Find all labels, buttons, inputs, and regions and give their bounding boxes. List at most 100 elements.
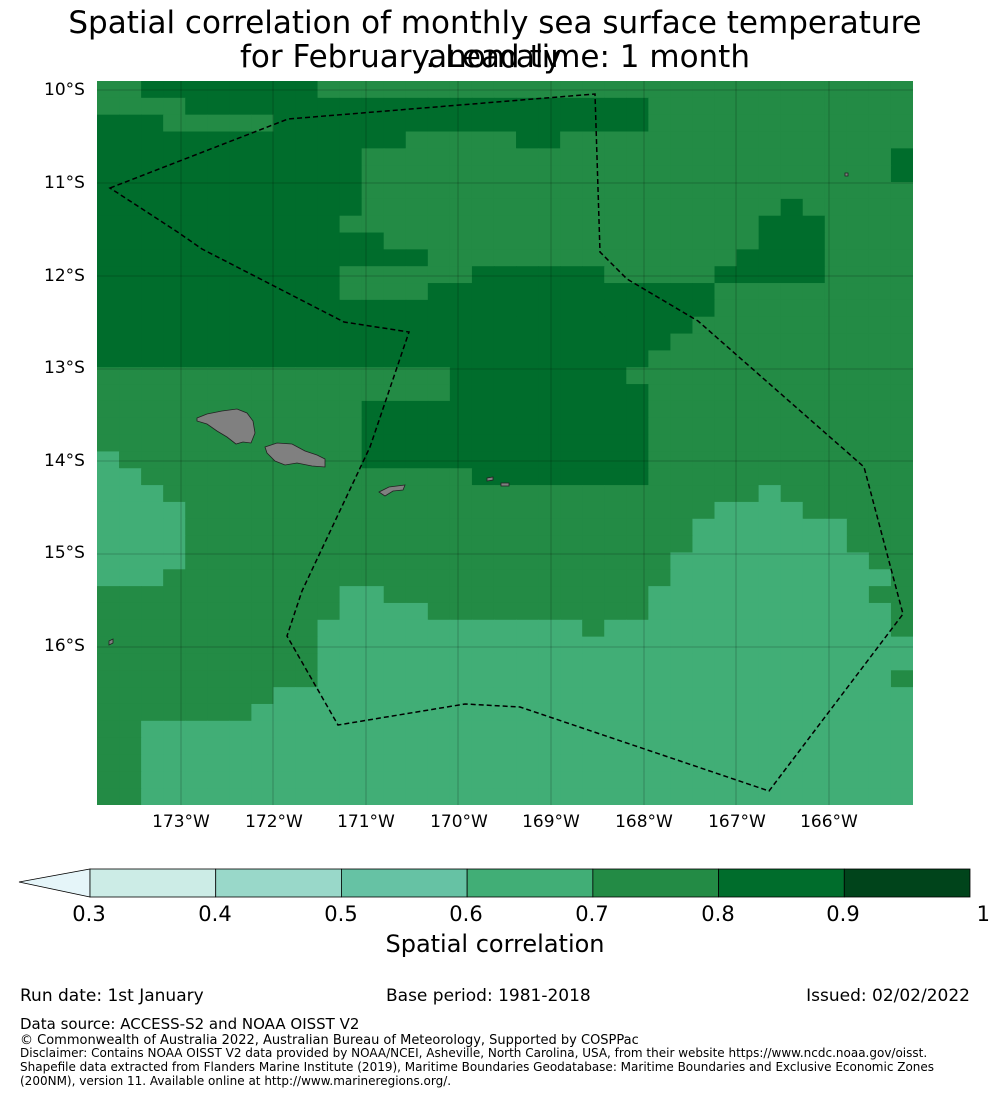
heatmap-cell — [141, 283, 164, 301]
heatmap-cell — [648, 215, 671, 234]
heatmap-cell — [670, 182, 694, 200]
heatmap-cell — [560, 114, 583, 133]
heatmap-cell — [670, 434, 694, 453]
heatmap-cell — [97, 602, 120, 621]
heatmap-cell — [251, 367, 275, 385]
heatmap-cell — [692, 720, 716, 739]
heatmap-cell — [163, 518, 186, 537]
heatmap-cell — [383, 114, 407, 133]
heatmap-cell — [516, 636, 539, 655]
heatmap-cell — [361, 754, 385, 772]
heatmap-cell — [824, 619, 848, 638]
heatmap-cell — [141, 434, 164, 453]
heatmap-cell — [339, 501, 363, 520]
heatmap-cell — [538, 586, 561, 604]
heatmap-cell — [427, 148, 451, 166]
heatmap-cell — [119, 97, 142, 116]
heatmap-cell — [780, 788, 804, 805]
heatmap-cell — [648, 182, 671, 200]
heatmap-cell — [405, 754, 429, 772]
heatmap-cell — [604, 350, 627, 368]
heatmap-cell — [824, 249, 848, 267]
heatmap-cell — [119, 266, 142, 284]
heatmap-cell — [516, 619, 539, 638]
heatmap-cell — [824, 788, 848, 805]
heatmap-cell — [471, 687, 495, 705]
heatmap-cell — [736, 316, 760, 335]
heatmap-cell — [273, 670, 297, 688]
heatmap-cell — [758, 771, 782, 789]
colorbar-boxes — [89, 868, 971, 898]
heatmap-cell — [119, 131, 142, 149]
heatmap-cell — [427, 737, 451, 756]
heatmap-cell — [317, 636, 341, 655]
heatmap-cell — [383, 283, 407, 301]
heatmap-cell — [273, 148, 297, 166]
heatmap-cell — [361, 687, 385, 705]
heatmap-cell — [560, 333, 583, 351]
colorbar-box — [215, 868, 342, 898]
heatmap-cell — [273, 602, 297, 621]
heatmap-cell — [736, 535, 760, 554]
heatmap-cell — [846, 602, 870, 621]
heatmap-cell — [538, 485, 561, 503]
heatmap-cell — [339, 535, 363, 554]
heatmap-cell — [229, 670, 252, 688]
heatmap-cell — [516, 81, 539, 99]
heatmap-cell — [471, 754, 495, 772]
heatmap-cell — [251, 333, 275, 351]
heatmap-cell — [692, 754, 716, 772]
heatmap-cell — [714, 451, 738, 469]
heatmap-cell — [780, 232, 804, 250]
heatmap-cell — [383, 333, 407, 351]
heatmap-cell — [736, 81, 760, 99]
heatmap-cell — [229, 754, 252, 772]
heatmap-cell — [560, 417, 583, 436]
heatmap-cell — [273, 350, 297, 368]
heatmap-cell — [692, 400, 716, 419]
heatmap-cell — [846, 81, 870, 99]
heatmap-cell — [648, 720, 671, 739]
heatmap-cell — [493, 114, 517, 133]
heatmap-cell — [471, 586, 495, 604]
heatmap-cell — [582, 754, 605, 772]
heatmap-cell — [538, 636, 561, 655]
heatmap-cell — [229, 165, 252, 183]
heatmap-cell — [361, 720, 385, 739]
heatmap-cell — [405, 333, 429, 351]
heatmap-cell — [736, 434, 760, 453]
heatmap-cell — [516, 535, 539, 554]
heatmap-cell — [692, 182, 716, 200]
heatmap-cell — [185, 687, 208, 705]
heatmap-cell — [626, 703, 649, 722]
heatmap-cell — [449, 501, 473, 520]
heatmap-cell — [427, 569, 451, 587]
heatmap-cell — [207, 81, 230, 99]
heatmap-cell — [295, 333, 319, 351]
heatmap-cell — [736, 602, 760, 621]
heatmap-cell — [604, 535, 627, 554]
heatmap-cell — [692, 602, 716, 621]
heatmap-cell — [802, 687, 826, 705]
heatmap-cell — [141, 485, 164, 503]
heatmap-cell — [868, 299, 892, 318]
heatmap-cell — [97, 535, 120, 554]
heatmap-cell — [670, 283, 694, 301]
heatmap-cell — [251, 114, 275, 133]
heatmap-cell — [736, 131, 760, 149]
heatmap-cell — [604, 283, 627, 301]
heatmap-cell — [626, 215, 649, 234]
heatmap-cell — [538, 737, 561, 756]
heatmap-cell — [141, 417, 164, 436]
heatmap-cell — [516, 198, 539, 217]
heatmap-cell — [141, 333, 164, 351]
heatmap-cell — [890, 283, 913, 301]
heatmap-cell — [626, 384, 649, 402]
heatmap-cell — [868, 198, 892, 217]
heatmap-cell — [648, 687, 671, 705]
heatmap-cell — [185, 81, 208, 99]
heatmap-cell — [604, 97, 627, 116]
heatmap-cell — [141, 350, 164, 368]
heatmap-cell — [824, 97, 848, 116]
heatmap-cell — [361, 468, 385, 486]
